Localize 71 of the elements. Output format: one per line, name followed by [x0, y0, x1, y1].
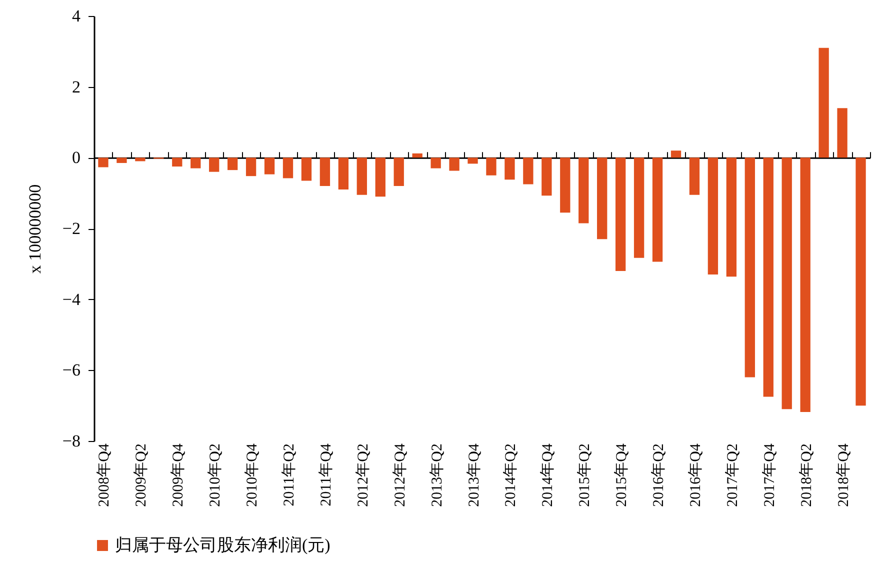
x-tick-label: 2010年Q4 — [244, 443, 261, 507]
x-tick-label: 2011年Q2 — [280, 444, 298, 506]
bar — [726, 158, 737, 277]
bar — [172, 158, 182, 167]
x-tick-label: 2018年Q4 — [834, 443, 852, 507]
x-tick-label: 2017年Q2 — [724, 444, 741, 507]
bar — [542, 158, 552, 196]
y-tick-label: −4 — [62, 290, 81, 309]
x-tick-label: 2017年Q4 — [760, 443, 778, 507]
bar — [652, 158, 663, 262]
bar — [578, 158, 589, 224]
x-tick-label: 2012年Q2 — [354, 444, 372, 507]
x-tick-label: 2008年Q4 — [96, 443, 113, 507]
bar — [282, 158, 294, 178]
bar — [837, 108, 848, 158]
y-tick-label: 0 — [72, 148, 80, 168]
bar — [504, 158, 515, 180]
x-tick-label: 2014年Q4 — [539, 443, 556, 507]
bar — [98, 158, 108, 168]
bar — [763, 158, 774, 397]
bar — [356, 158, 367, 195]
x-tick-label: 2018年Q2 — [798, 444, 815, 507]
bar — [523, 158, 534, 184]
bar — [708, 158, 718, 275]
bar — [800, 158, 810, 412]
bar — [818, 48, 829, 158]
bar — [412, 153, 422, 158]
x-tick-label: 2015年Q4 — [613, 443, 630, 507]
bar — [468, 158, 478, 164]
x-tick-label: 2015年Q2 — [576, 444, 594, 507]
bar — [486, 158, 496, 176]
bar — [338, 158, 349, 190]
x-tick-label: 2014年Q2 — [502, 444, 520, 507]
y-tick-label: 4 — [72, 6, 81, 26]
bar — [375, 158, 386, 197]
y-tick-label: −8 — [62, 432, 80, 450]
bar — [856, 158, 866, 406]
bar — [135, 158, 146, 162]
bar — [394, 158, 404, 186]
bar — [744, 158, 755, 378]
x-tick-label: 2009年Q4 — [170, 443, 187, 507]
y-tick-label: 2 — [72, 77, 80, 96]
bar — [689, 158, 700, 195]
bar — [597, 158, 608, 240]
bar — [116, 158, 127, 163]
bar — [320, 158, 330, 186]
x-tick-label: 2016年Q2 — [650, 444, 668, 507]
bar — [560, 158, 570, 213]
bar — [227, 158, 238, 170]
x-tick-label: 2010年Q2 — [206, 444, 224, 507]
legend-label: 归属于母公司股东净利润(元) — [115, 536, 330, 554]
bar — [634, 158, 644, 258]
bar — [209, 158, 220, 172]
bar — [615, 158, 626, 271]
y-axis-title: x 100000000 — [25, 184, 44, 274]
bar — [449, 158, 460, 171]
x-tick-label: 2013年Q2 — [428, 444, 446, 507]
y-tick-label: −2 — [62, 219, 80, 238]
x-tick-label: 2016年Q4 — [686, 443, 704, 507]
bar — [264, 158, 275, 174]
bar — [430, 158, 441, 168]
x-tick-label: 2012年Q4 — [391, 443, 408, 507]
bar — [782, 158, 792, 410]
bar — [246, 158, 256, 176]
x-tick-label: 2013年Q4 — [465, 443, 482, 507]
y-tick-label: −6 — [62, 360, 80, 380]
x-tick-label: 2011年Q4 — [317, 443, 334, 506]
bar — [301, 158, 312, 181]
x-tick-label: 2009年Q2 — [132, 444, 150, 507]
bar — [670, 150, 682, 158]
bar — [190, 158, 201, 168]
